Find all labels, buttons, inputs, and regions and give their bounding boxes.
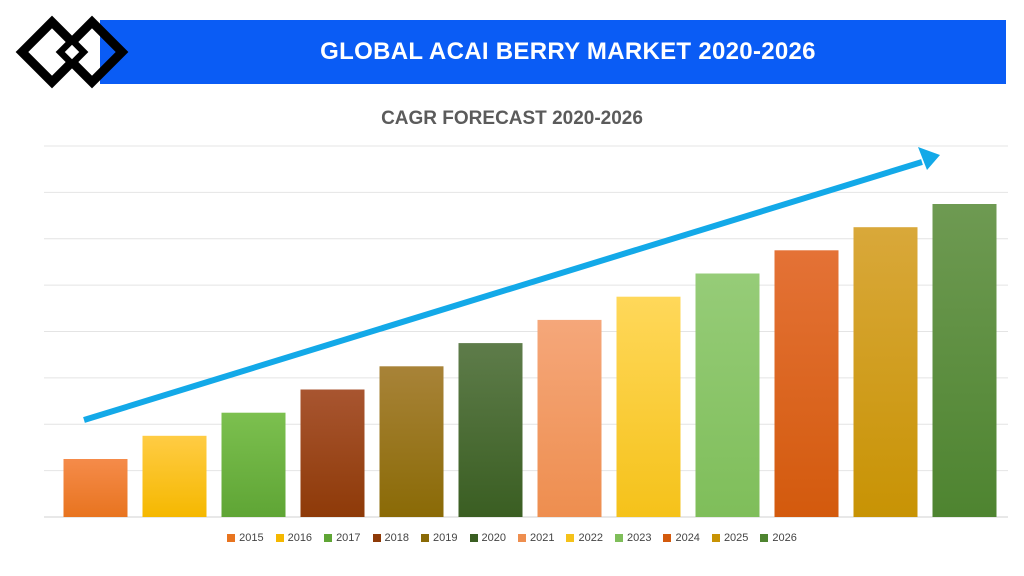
- legend-label: 2021: [530, 532, 555, 544]
- bar-2016: [142, 435, 207, 517]
- title-banner: GLOBAL ACAI BERRY MARKET 2020-2026: [100, 20, 1006, 84]
- trend-arrow-head: [918, 147, 940, 170]
- legend-item-2018: 2018: [372, 532, 410, 544]
- bar-2022: [616, 296, 681, 517]
- legend-item-2015: 2015: [227, 532, 264, 544]
- bar-2020: [458, 343, 523, 517]
- bar-2023: [695, 273, 760, 517]
- bar-2015: [63, 459, 128, 517]
- legend-item-2026: 2026: [760, 532, 797, 544]
- legend-item-2020: 2020: [469, 532, 506, 544]
- legend-label: 2018: [384, 532, 410, 544]
- legend-swatch: [518, 534, 526, 542]
- chart-title: CAGR FORECAST 2020-2026: [381, 108, 643, 129]
- legend-item-2019: 2019: [421, 532, 458, 544]
- legend-label: 2023: [626, 532, 652, 544]
- legend-swatch: [663, 534, 672, 542]
- legend-swatch: [372, 534, 381, 542]
- bar-2025: [853, 227, 918, 517]
- legend-label: 2017: [336, 532, 361, 544]
- trend-arrow-line: [83, 159, 923, 423]
- legend-item-2021: 2021: [518, 532, 554, 544]
- legend-swatch: [614, 534, 623, 542]
- legend-swatch: [760, 534, 769, 542]
- legend-label: 2015: [239, 532, 264, 544]
- legend-item-2016: 2016: [275, 532, 313, 544]
- legend-swatch: [469, 534, 478, 542]
- legend-item-2017: 2017: [324, 532, 361, 544]
- bar-2024: [774, 250, 839, 518]
- legend-item-2022: 2022: [566, 532, 603, 544]
- interlocked-diamonds-logo-icon: [15, 15, 129, 89]
- legend-swatch: [227, 534, 236, 542]
- legend-item-2023: 2023: [614, 532, 652, 544]
- legend-swatch: [711, 534, 720, 542]
- bar-2019: [379, 366, 444, 517]
- legend-swatch: [566, 534, 575, 542]
- bar-2021: [537, 319, 602, 517]
- legend-item-2024: 2024: [663, 532, 700, 544]
- bar-2018: [300, 389, 365, 517]
- legend-label: 2020: [481, 532, 506, 544]
- legend-label: 2022: [578, 532, 603, 544]
- legend-label: 2016: [287, 532, 313, 544]
- legend-label: 2024: [675, 532, 700, 544]
- chart-legend: 2015 2016 2017 2018 2019 2020 2021 2022 2023 2024…: [0, 532, 1024, 544]
- legend-swatch: [421, 534, 430, 542]
- legend-swatch: [275, 534, 284, 542]
- bar-2017: [221, 412, 286, 517]
- report-title: GLOBAL ACAI BERRY MARKET 2020-2026: [320, 38, 816, 65]
- legend-label: 2026: [772, 532, 797, 544]
- bar-2026: [932, 204, 997, 517]
- legend-swatch: [324, 534, 333, 542]
- legend-label: 2019: [433, 532, 458, 544]
- legend-item-2025: 2025: [711, 532, 749, 544]
- legend-label: 2025: [723, 532, 749, 544]
